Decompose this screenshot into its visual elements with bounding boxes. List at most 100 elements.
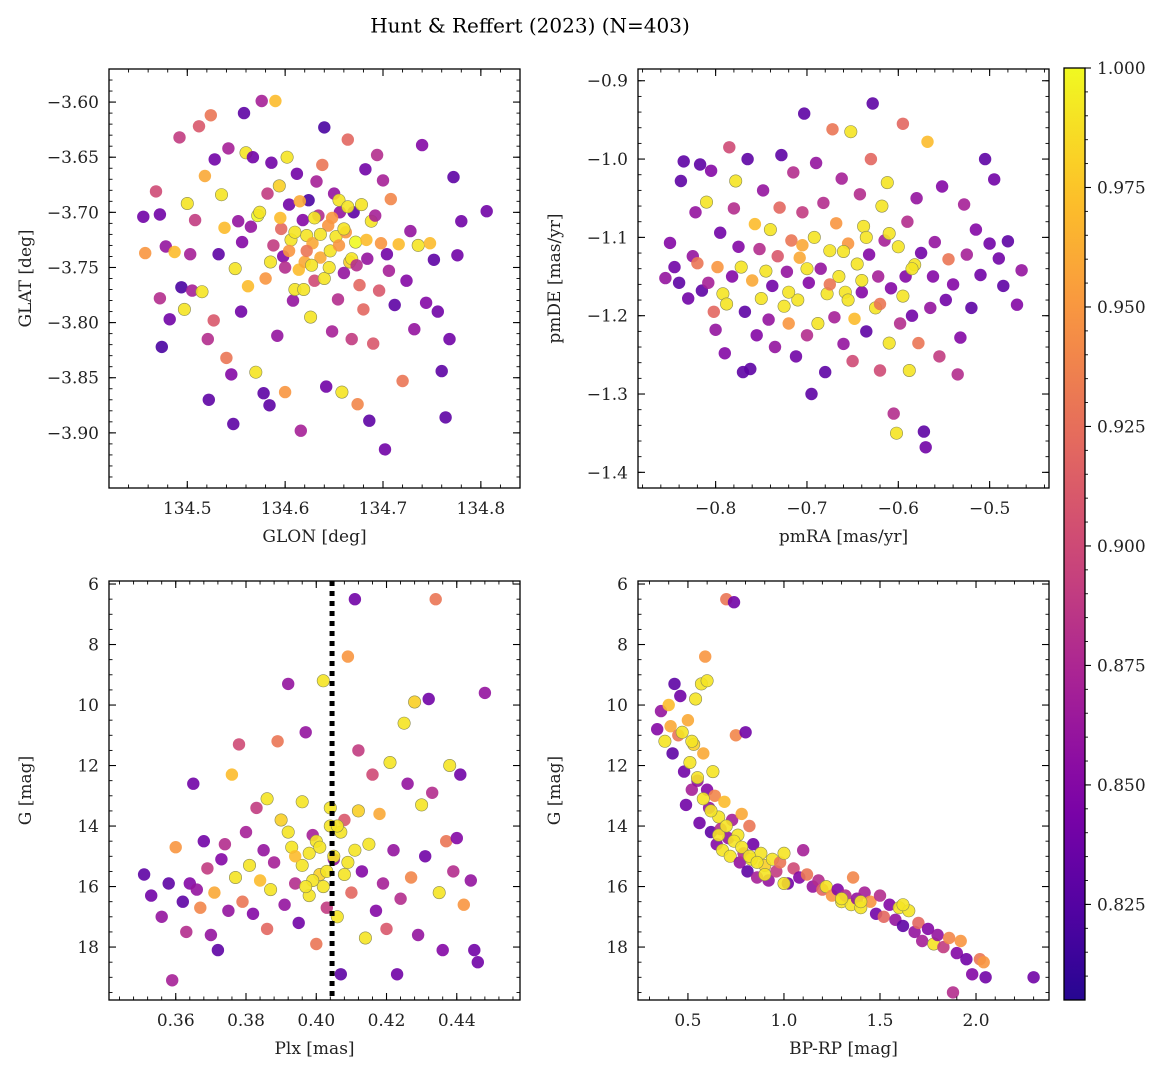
data-point [750, 329, 763, 342]
data-point [708, 789, 721, 802]
data-point [954, 934, 967, 948]
y-tick-label: −1.0 [587, 150, 628, 170]
data-point [265, 156, 278, 169]
data-point [415, 138, 429, 152]
data-point [835, 172, 848, 185]
data-point [658, 734, 672, 748]
data-point [207, 314, 220, 327]
data-point [249, 365, 263, 379]
data-point [835, 892, 849, 906]
y-tick-label: −3.60 [47, 93, 99, 113]
data-point [241, 280, 255, 293]
data-point [832, 269, 846, 283]
data-point [271, 735, 284, 748]
data-point [168, 245, 181, 259]
data-point [966, 968, 979, 981]
data-point [372, 284, 386, 297]
data-point [817, 196, 830, 210]
data-point [345, 886, 358, 899]
data-point [809, 156, 823, 170]
data-point [935, 180, 949, 193]
data-point [884, 282, 898, 295]
data-point [348, 843, 362, 857]
data-point [186, 284, 199, 297]
x-tick-label: −0.7 [786, 499, 827, 519]
data-point [280, 150, 294, 164]
pmra-pmde-frame [637, 68, 1050, 489]
data-point [341, 133, 354, 146]
data-point [197, 835, 210, 848]
data-point [358, 931, 372, 945]
data-point [244, 220, 258, 233]
data-point [313, 227, 327, 241]
data-point [823, 244, 837, 258]
data-point [681, 714, 695, 727]
data-point [826, 123, 839, 136]
data-point [723, 849, 737, 863]
data-point [919, 441, 932, 454]
data-point [215, 853, 228, 866]
data-point [201, 862, 214, 875]
data-point [187, 777, 200, 790]
data-point [732, 240, 745, 253]
data-point [357, 303, 370, 316]
data-point [836, 245, 850, 259]
data-point [889, 426, 903, 440]
data-point [204, 928, 218, 942]
data-point [663, 236, 677, 250]
data-point [229, 870, 243, 884]
data-point [729, 174, 743, 188]
data-point [802, 276, 815, 289]
data-point [169, 841, 182, 854]
data-point [679, 798, 693, 812]
data-point [992, 252, 1005, 265]
data-point [351, 804, 365, 818]
data-point [337, 867, 351, 881]
data-point [149, 185, 163, 198]
data-point [896, 289, 910, 303]
data-point [271, 329, 284, 342]
data-point [361, 252, 374, 265]
data-point [864, 152, 878, 166]
data-point [220, 351, 233, 365]
bprp-g-ylabel: G [mag] [545, 756, 565, 825]
colorbar-tick-label: 1.000 [1097, 59, 1146, 79]
data-point [699, 650, 712, 663]
data-point [436, 943, 449, 957]
data-point [137, 868, 151, 881]
data-point [782, 317, 795, 330]
data-point [800, 262, 814, 276]
data-point [431, 305, 444, 318]
data-point [978, 152, 992, 166]
data-point [683, 755, 697, 769]
data-point [235, 235, 249, 249]
data-point [837, 337, 850, 351]
data-point [145, 889, 158, 902]
data-point [202, 393, 215, 406]
data-point [811, 316, 825, 330]
data-point [759, 264, 773, 278]
data-point [814, 262, 827, 275]
data-point [912, 916, 925, 930]
data-point [685, 783, 698, 796]
data-point [887, 407, 900, 420]
data-point [392, 238, 405, 251]
data-point [419, 296, 433, 309]
data-point [848, 312, 861, 325]
data-point [243, 858, 257, 872]
data-point [917, 425, 931, 438]
data-point [668, 260, 681, 274]
data-point [691, 257, 704, 270]
data-point [741, 152, 754, 166]
data-point [305, 258, 319, 272]
data-point [977, 956, 990, 969]
data-point [432, 886, 446, 900]
colorbar-ticks: 0.825 0.850 0.875 0.900 0.925 0.950 0.975 1.000 [1085, 59, 1146, 977]
data-point [758, 867, 772, 881]
data-point [707, 305, 720, 318]
x-tick-label: 0.40 [297, 1011, 335, 1031]
data-point [782, 285, 796, 299]
data-point [480, 205, 493, 218]
data-point [349, 235, 363, 249]
x-tick-label: 0.38 [227, 1011, 265, 1031]
